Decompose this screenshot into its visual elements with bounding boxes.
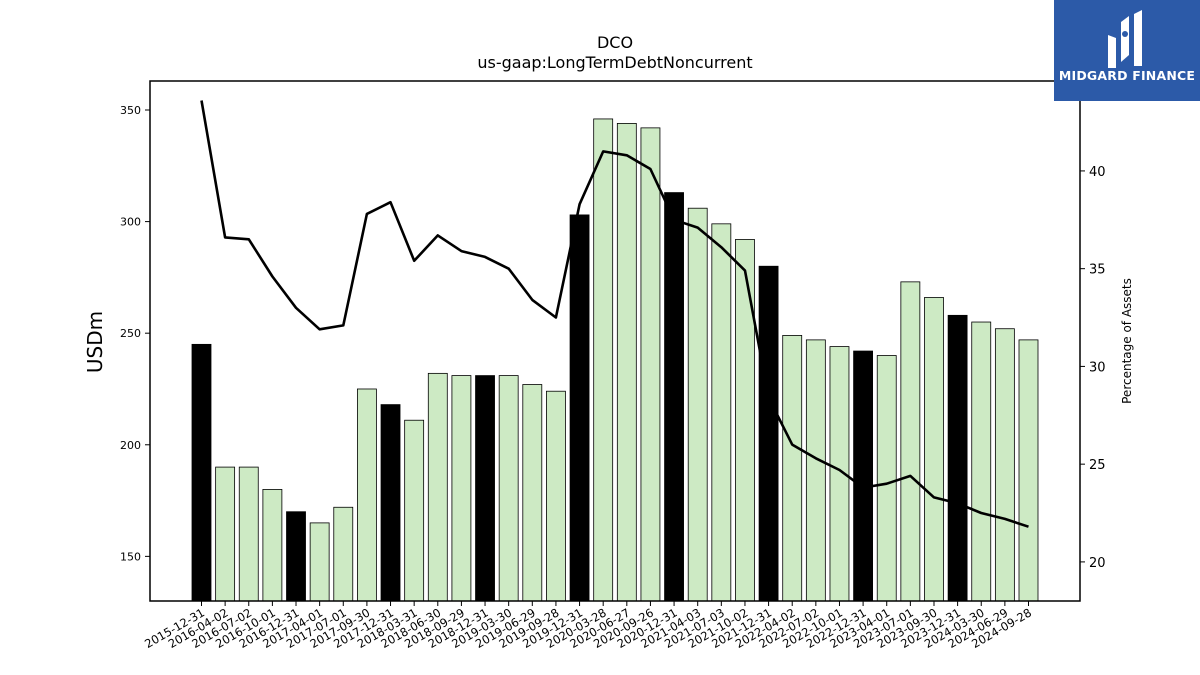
bar-2016-12-31 [286,511,306,602]
bar-2020-06-27 [616,123,637,602]
bar-2024-03-30 [971,321,992,602]
brand-name: MIDGARD FINANCE [1058,68,1196,83]
y-tick-label: 250 [120,327,141,340]
y-tick-label: 300 [120,216,141,229]
bar-2023-12-31 [947,314,968,602]
bar-2019-03-30 [498,375,519,602]
bar-2022-12-31 [853,350,873,602]
bar-2019-12-31 [569,214,590,602]
bar-2017-07-01 [333,506,354,602]
chart-title: DCO [597,33,633,52]
y-axis-label: USDm [83,311,107,373]
line-layer [200,100,1029,528]
bar-2017-12-31 [380,404,401,602]
y-tick-label: 350 [120,104,141,117]
bar-2017-09-30 [356,388,377,602]
axes-layer: 15020025030035020253035402015-12-312016-… [120,80,1106,651]
bar-2023-09-30 [924,297,944,602]
bar-2020-12-31 [664,192,684,602]
bar-2021-07-03 [711,223,732,602]
pct-assets-line [200,100,1029,528]
bar-2024-06-29 [994,328,1015,602]
bar-2015-12-31 [191,343,212,602]
bar-2023-04-01 [876,355,897,602]
y2-axis-label: Percentage of Assets [1120,278,1134,404]
bar-2018-06-30 [427,372,448,602]
bar-2016-10-01 [262,489,283,602]
bar-2023-07-01 [900,281,921,602]
bar-2018-09-29 [451,375,472,602]
bar-2018-03-31 [404,419,425,602]
bars-layer [191,118,1039,602]
y2-tick-label: 30 [1089,360,1106,375]
bar-2021-10-02 [735,239,755,602]
bar-2021-04-03 [687,207,708,602]
bar-2020-09-26 [640,127,661,602]
y-tick-label: 200 [120,439,141,452]
brand-logo: MIDGARD FINANCE [1054,0,1200,101]
bar-2018-12-31 [475,375,495,602]
bar-2022-07-02 [805,339,826,602]
bar-2016-07-02 [238,466,259,602]
midgard-logo-icon [1108,10,1142,68]
bar-2019-09-28 [546,390,566,602]
chart-subtitle: us-gaap:LongTermDebtNoncurrent [477,53,752,72]
y2-tick-label: 40 [1089,165,1106,180]
bar-2021-12-31 [758,265,779,602]
bar-2017-04-01 [309,522,330,602]
plot-frame [149,80,1081,602]
bar-2022-04-02 [782,335,803,602]
bar-2020-03-28 [593,118,614,602]
bar-2024-09-28 [1018,339,1039,602]
y2-tick-label: 20 [1089,556,1106,571]
y-tick-label: 150 [120,550,141,563]
bar-2016-04-02 [215,466,236,602]
bar-2019-06-29 [522,384,543,602]
y2-tick-label: 25 [1089,458,1106,473]
y2-tick-label: 35 [1089,263,1106,278]
